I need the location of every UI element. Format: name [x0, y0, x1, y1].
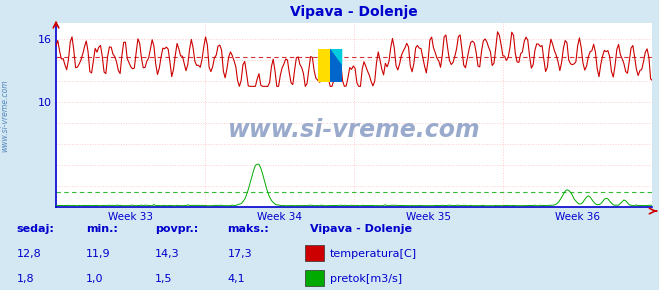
Text: 1,8: 1,8 [16, 274, 34, 284]
Text: Vipava - Dolenje: Vipava - Dolenje [310, 224, 412, 234]
FancyBboxPatch shape [330, 49, 342, 82]
Text: 1,0: 1,0 [86, 274, 103, 284]
Text: 11,9: 11,9 [86, 249, 110, 259]
Text: 1,5: 1,5 [155, 274, 173, 284]
Text: 17,3: 17,3 [227, 249, 252, 259]
FancyBboxPatch shape [318, 49, 330, 82]
Text: maks.:: maks.: [227, 224, 269, 234]
Bar [305, 270, 324, 286]
Text: www.si-vreme.com: www.si-vreme.com [1, 80, 10, 152]
Title: Vipava - Dolenje: Vipava - Dolenje [291, 5, 418, 19]
Text: min.:: min.: [86, 224, 117, 234]
Text: 12,8: 12,8 [16, 249, 42, 259]
Text: sedaj:: sedaj: [16, 224, 54, 234]
Text: temperatura[C]: temperatura[C] [330, 249, 417, 259]
Text: www.si-vreme.com: www.si-vreme.com [228, 118, 480, 142]
Text: 4,1: 4,1 [227, 274, 245, 284]
Text: 14,3: 14,3 [155, 249, 179, 259]
Polygon shape [330, 49, 342, 66]
Bar [305, 245, 324, 261]
Text: povpr.:: povpr.: [155, 224, 198, 234]
Text: pretok[m3/s]: pretok[m3/s] [330, 274, 402, 284]
